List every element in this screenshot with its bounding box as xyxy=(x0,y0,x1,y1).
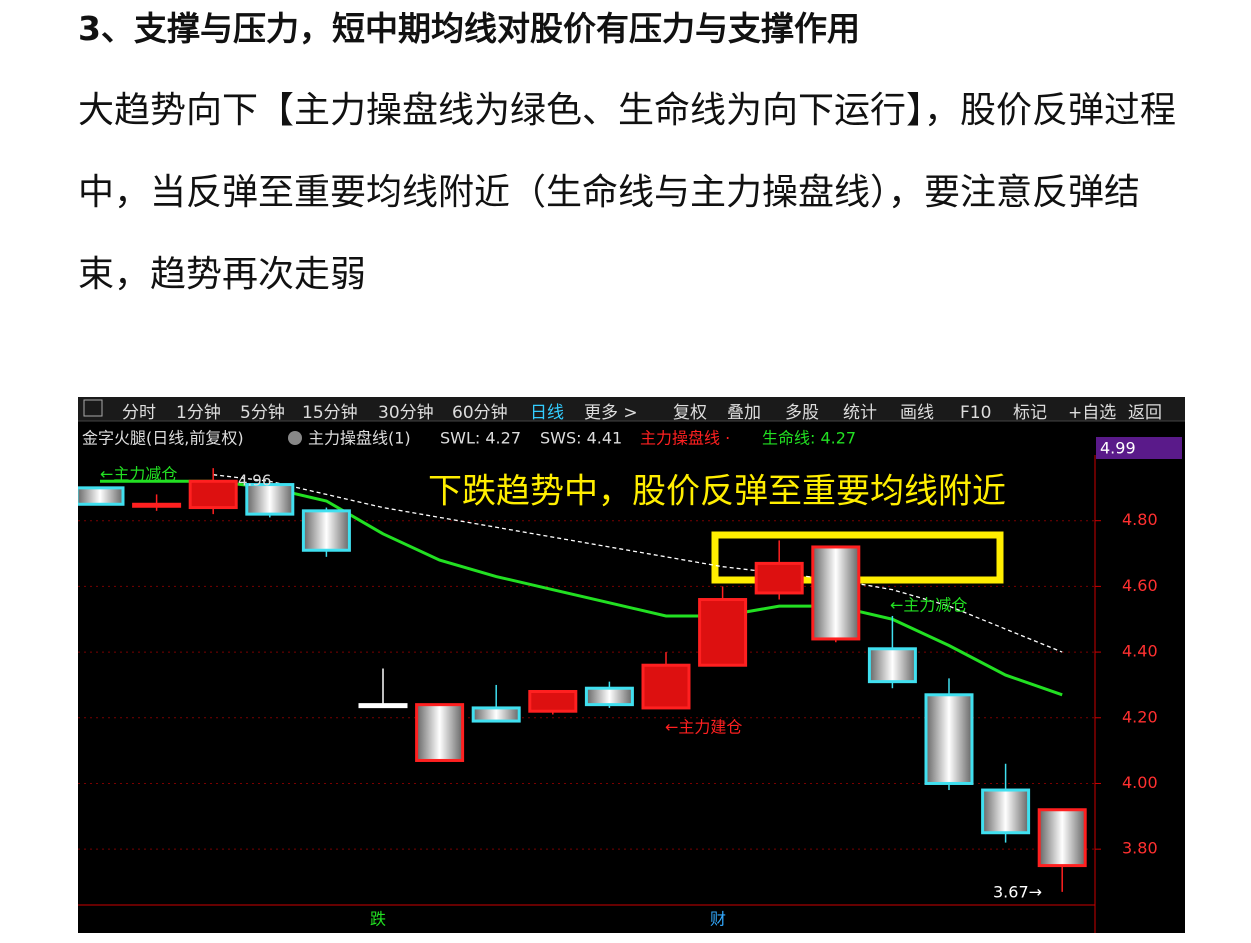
annotation: 4.96 xyxy=(238,472,271,490)
y-tick-label: 4.20 xyxy=(1122,707,1158,726)
indicator-text: 生命线: 4.27 xyxy=(762,429,856,448)
candle-body xyxy=(245,483,295,516)
indicator-text: 金字火腿(日线,前复权) xyxy=(82,429,244,448)
heading: 3、支撑与压力，短中期均线对股价有压力与支撑作用 xyxy=(78,9,860,48)
toolbar-item[interactable]: 复权 xyxy=(673,403,707,423)
indicator-text: 主力操盘线 · xyxy=(640,429,730,448)
chart: 分时 1分钟 5分钟 15分钟 30分钟 60分钟 日线 更多 > 复权 叠加 多股 统计 画线 F10 标… xyxy=(78,397,1185,933)
y-tick-label: 4.80 xyxy=(1122,510,1158,529)
candle-body xyxy=(811,545,861,641)
toolbar-item[interactable]: 标记 xyxy=(1013,403,1047,423)
y-tick-label: 4.60 xyxy=(1122,576,1158,595)
price-tag: 4.99 xyxy=(1100,439,1136,458)
candle-body xyxy=(301,509,351,552)
candle-body xyxy=(641,663,691,710)
candle-body xyxy=(924,693,974,785)
toolbar-item[interactable]: 日线 xyxy=(530,403,564,423)
paragraph: 大趋势向下【主力操盘线为绿色、生命线为向下运行】，股价反弹过程中，当反弹至重要均… xyxy=(78,90,1177,295)
candle-body xyxy=(528,689,578,713)
candle-body xyxy=(754,561,804,595)
toolbar-item[interactable]: 返回 xyxy=(1128,403,1162,423)
price-tag-bg xyxy=(1096,437,1182,459)
indicator-text: 主力操盘线(1) xyxy=(308,429,411,448)
toolbar-item[interactable]: 画线 xyxy=(900,403,934,423)
toolbar-item[interactable]: 5分钟 xyxy=(240,403,285,423)
headline: 下跌趋势中，股价反弹至重要均线附近 xyxy=(428,472,1006,512)
toolbar-bg xyxy=(78,397,1185,421)
toolbar-item[interactable]: 30分钟 xyxy=(378,403,434,423)
toolbar-item[interactable]: 多股 xyxy=(785,403,819,423)
annotation: ←主力建仓 xyxy=(665,718,742,737)
candle-body xyxy=(471,706,521,723)
annotation: ←主力减仓 xyxy=(100,465,177,484)
y-tick-label: 4.40 xyxy=(1122,642,1158,661)
candle-body xyxy=(867,647,917,684)
toolbar-item[interactable]: 叠加 xyxy=(727,403,761,423)
toolbar-item[interactable]: 1分钟 xyxy=(176,403,221,423)
toolbar-item[interactable]: 统计 xyxy=(843,403,877,423)
y-tick-label: 4.00 xyxy=(1122,773,1158,792)
candle-body xyxy=(188,479,238,510)
annotation: 3.67→ xyxy=(993,883,1042,902)
toolbar-icon xyxy=(83,399,103,417)
annotation: ←主力减仓 xyxy=(890,596,967,615)
toolbar-item[interactable]: F10 xyxy=(960,403,991,423)
annotation: 财 xyxy=(710,910,726,929)
indicator-text: SWS: 4.41 xyxy=(540,429,622,448)
candle-body xyxy=(981,788,1031,835)
candle-body xyxy=(132,502,182,508)
candle-body xyxy=(78,486,125,506)
candle-body xyxy=(698,598,748,667)
candle-body xyxy=(358,703,408,709)
toolbar-item[interactable]: 更多 > xyxy=(584,403,638,423)
candle-body xyxy=(415,703,465,762)
indicator-icon xyxy=(288,431,302,445)
toolbar-item[interactable]: +自选 xyxy=(1068,403,1116,423)
candle-body xyxy=(1037,808,1087,868)
toolbar-item[interactable]: 15分钟 xyxy=(302,403,358,423)
toolbar-item[interactable]: 分时 xyxy=(122,403,156,423)
indicator-text: SWL: 4.27 xyxy=(440,429,521,448)
annotation: 跌 xyxy=(370,910,386,929)
toolbar-item[interactable]: 60分钟 xyxy=(452,403,508,423)
candle-body xyxy=(584,686,634,707)
y-tick-label: 3.80 xyxy=(1122,839,1158,858)
